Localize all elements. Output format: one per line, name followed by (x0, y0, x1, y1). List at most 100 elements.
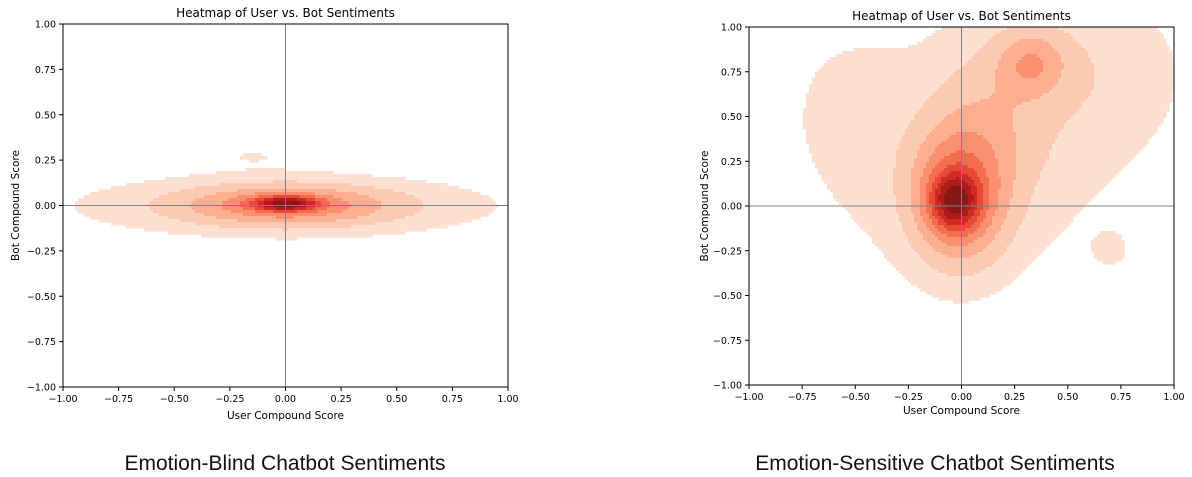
density-cell (1163, 87, 1167, 91)
x-tick-label: −0.50 (160, 394, 189, 405)
density-cell (210, 186, 214, 190)
density-cell (378, 183, 382, 187)
density-cell (1028, 84, 1032, 88)
density-cell (237, 207, 241, 211)
density-cell (1091, 36, 1095, 40)
density-cell (399, 222, 403, 226)
density-cell (917, 48, 921, 52)
density-cell (282, 183, 286, 187)
density-cell (366, 195, 370, 199)
density-cell (959, 72, 963, 76)
density-cell (213, 228, 217, 232)
density-cell (381, 189, 385, 193)
density-cell (291, 228, 295, 232)
density-cell (348, 231, 352, 235)
density-cell (896, 69, 900, 73)
density-cell (441, 192, 445, 196)
density-cell (402, 186, 406, 190)
density-cell (935, 51, 939, 55)
density-cell (471, 216, 475, 220)
density-cell (1121, 72, 1125, 76)
density-cell (183, 219, 187, 223)
density-cell (1130, 60, 1134, 64)
density-cell (998, 84, 1002, 88)
density-cell (171, 183, 175, 187)
density-cell (1166, 78, 1170, 82)
density-cell (135, 216, 139, 220)
density-cell (189, 195, 193, 199)
density-cell (1172, 63, 1174, 67)
density-cell (1106, 66, 1110, 70)
density-cell (435, 213, 439, 217)
density-cell (986, 51, 990, 55)
density-cell (486, 210, 490, 214)
density-cell (261, 174, 265, 178)
density-cell (881, 78, 885, 82)
density-cell (812, 78, 816, 82)
density-cell (1142, 30, 1146, 34)
density-cell (944, 57, 948, 61)
density-cell (1085, 30, 1089, 34)
density-cell (875, 93, 879, 97)
density-cell (216, 231, 220, 235)
density-cell (839, 66, 843, 70)
density-cell (1055, 42, 1059, 46)
density-cell (162, 213, 166, 217)
density-cell (953, 57, 957, 61)
density-cell (926, 84, 930, 88)
density-cell (914, 69, 918, 73)
density-cell (1028, 78, 1032, 82)
density-cell (330, 216, 334, 220)
density-cell (911, 87, 915, 91)
density-cell (255, 171, 259, 175)
density-cell (303, 177, 307, 181)
density-cell (1046, 51, 1050, 55)
density-cell (1073, 66, 1077, 70)
density-cell (156, 183, 160, 187)
density-cell (824, 84, 828, 88)
density-cell (1163, 42, 1167, 46)
density-cell (1106, 42, 1110, 46)
density-cell (1136, 39, 1140, 43)
density-cell (375, 201, 379, 205)
density-cell (977, 30, 981, 34)
density-cell (992, 57, 996, 61)
density-cell (980, 84, 984, 88)
density-cell (1031, 54, 1035, 58)
density-cell (962, 96, 966, 100)
density-cell (342, 186, 346, 190)
density-cell (947, 36, 951, 40)
density-cell (396, 216, 400, 220)
density-cell (321, 201, 325, 205)
density-cell (1109, 54, 1113, 58)
density-cell (165, 189, 169, 193)
density-cell (321, 210, 325, 214)
density-cell (821, 72, 825, 76)
density-cell (1013, 75, 1017, 79)
density-cell (453, 192, 457, 196)
density-cell (318, 216, 322, 220)
density-cell (992, 42, 996, 46)
density-cell (309, 219, 313, 223)
density-cell (438, 219, 442, 223)
density-cell (279, 216, 283, 220)
density-cell (1097, 54, 1101, 58)
density-cell (884, 66, 888, 70)
density-cell (1082, 63, 1086, 67)
density-cell (96, 213, 100, 217)
density-cell (878, 78, 882, 82)
density-cell (249, 171, 253, 175)
density-cell (1055, 57, 1059, 61)
density-cell (1085, 51, 1089, 55)
density-cell (1088, 75, 1092, 79)
density-cell (1130, 42, 1134, 46)
density-cell (929, 90, 933, 94)
density-cell (1052, 39, 1056, 43)
density-cell (441, 225, 445, 229)
density-cell (1127, 30, 1131, 34)
density-cell (393, 216, 397, 220)
density-cell (953, 27, 957, 31)
density-cell (869, 66, 873, 70)
density-cell (297, 183, 301, 187)
density-cell (423, 201, 427, 205)
